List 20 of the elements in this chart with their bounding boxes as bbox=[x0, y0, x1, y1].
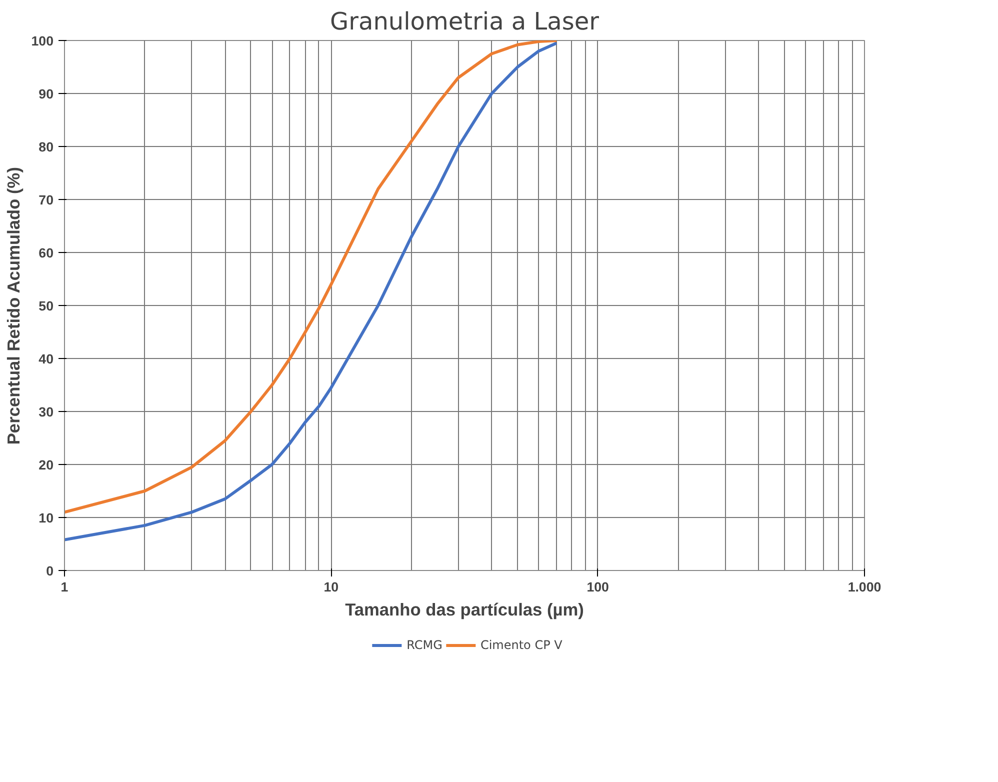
y-tick-label: 30 bbox=[38, 404, 54, 420]
y-tick-label: 10 bbox=[38, 510, 54, 526]
x-tick-label: 1 bbox=[60, 580, 69, 594]
y-tick-label: 50 bbox=[38, 298, 54, 314]
legend-label: Cimento CP V bbox=[480, 638, 562, 652]
y-axis-title: Percentual Retido Acumulado (%) bbox=[3, 167, 24, 445]
y-tick-label: 40 bbox=[38, 352, 54, 366]
y-tick-label: 80 bbox=[38, 140, 54, 154]
x-axis-title: Tamanho das partículas (µm) bbox=[345, 600, 584, 620]
y-tick-label: 100 bbox=[31, 34, 54, 48]
chart-title: Granulometria a Laser bbox=[330, 8, 600, 36]
legend-label: RCMG bbox=[406, 638, 442, 652]
x-tick-label: 1.000 bbox=[848, 580, 882, 594]
y-tick-label: 20 bbox=[38, 458, 54, 472]
x-tick-label: 10 bbox=[324, 580, 339, 594]
x-tick-label: 100 bbox=[586, 580, 609, 594]
y-tick-label: 0 bbox=[46, 564, 54, 578]
y-tick-label: 70 bbox=[38, 192, 54, 208]
y-tick-label: 60 bbox=[38, 246, 54, 260]
y-tick-label: 90 bbox=[38, 86, 54, 102]
